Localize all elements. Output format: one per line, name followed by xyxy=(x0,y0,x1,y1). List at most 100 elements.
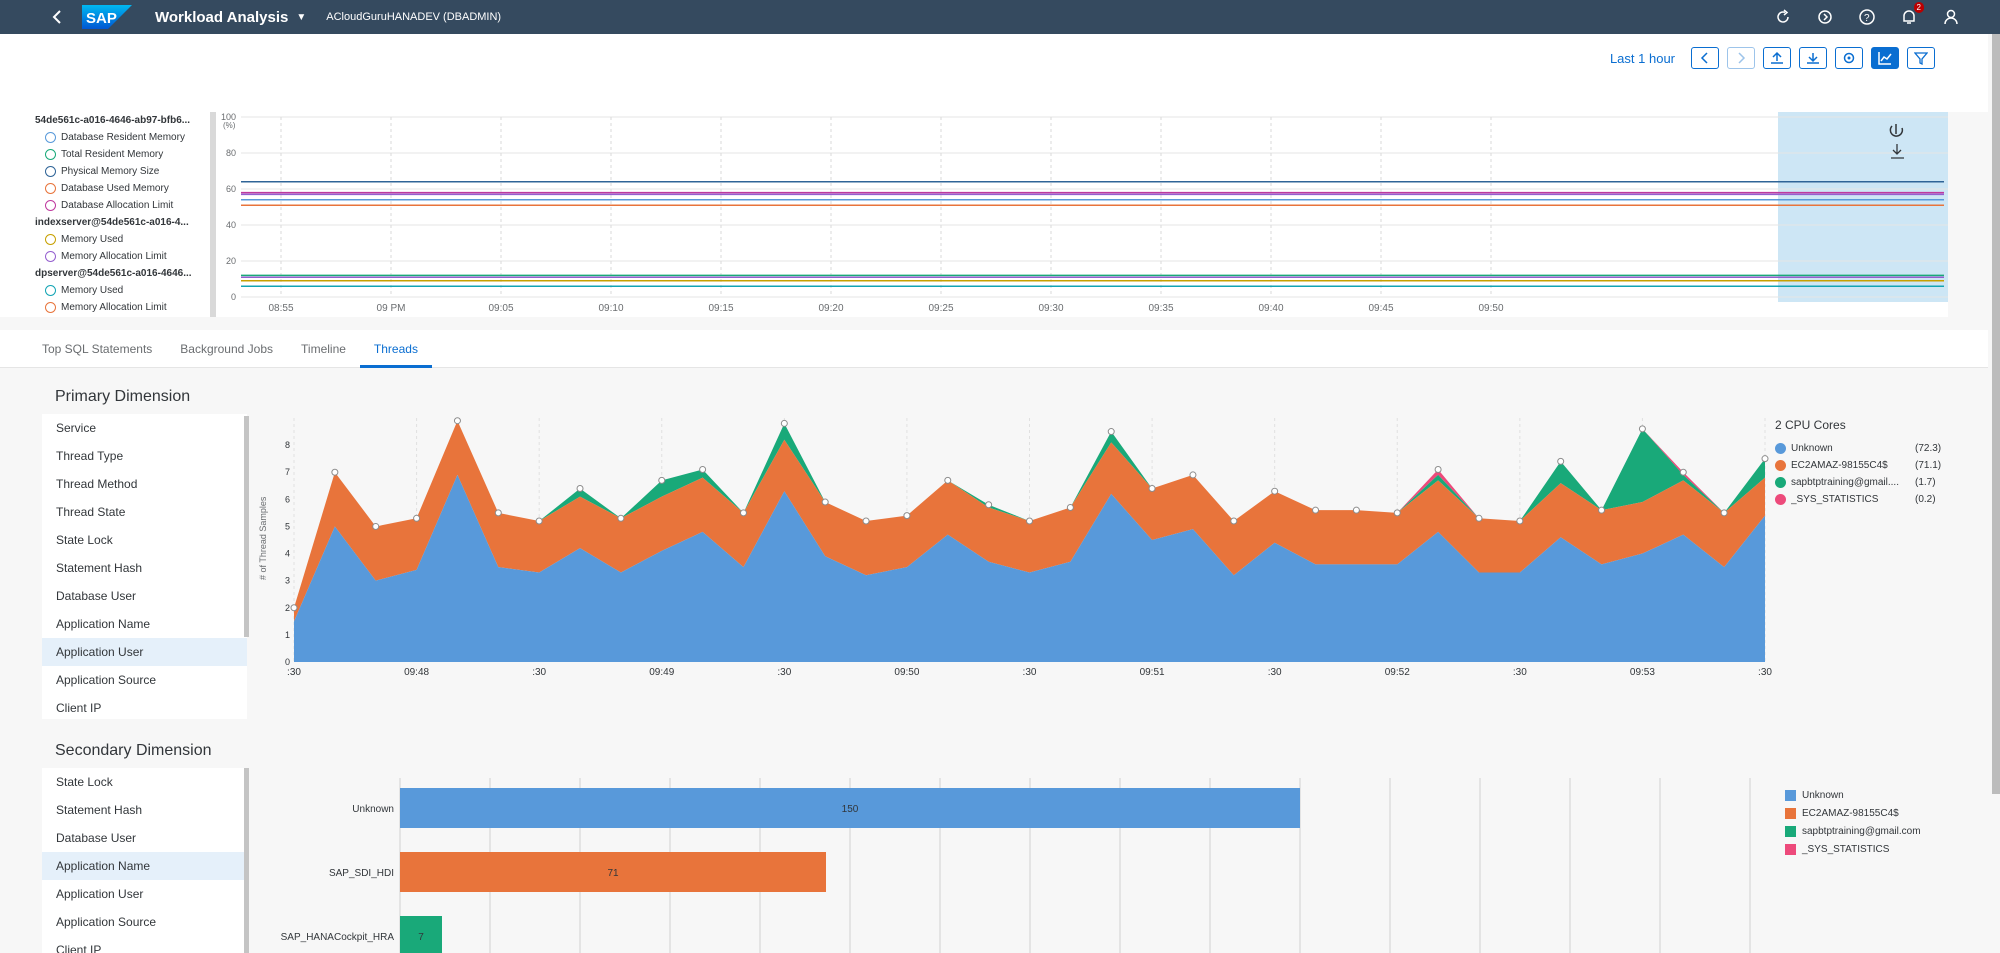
legend-circle-icon xyxy=(45,234,56,245)
legend-group-header: indexserver@54de561c-a016-4... xyxy=(35,217,189,228)
legend-series-name: _SYS_STATISTICS xyxy=(1791,494,1879,505)
page-scrollbar[interactable] xyxy=(1992,34,2000,794)
user-icon[interactable] xyxy=(1942,8,1960,26)
x-tick-label: 09:48 xyxy=(404,667,429,678)
data-point xyxy=(576,484,584,492)
filter-button[interactable] xyxy=(1907,47,1935,69)
download-button[interactable] xyxy=(1799,47,1827,69)
help-icon[interactable]: ? xyxy=(1858,8,1876,26)
dimension-item[interactable]: State Lock xyxy=(56,775,113,789)
legend-item[interactable]: Memory Allocation Limit xyxy=(35,299,207,316)
monitor-legend: 54de561c-a016-4646-ab97-bfb6... Database … xyxy=(35,112,207,317)
settings-button[interactable] xyxy=(1835,47,1863,69)
legend-item-label: Memory Used xyxy=(61,285,124,296)
dimension-item[interactable]: Thread State xyxy=(56,505,126,519)
memory-line-chart: 100 80 60 40 20 0 (%) 08:55 09 PM 09:05 09:10 09:15… xyxy=(221,112,1948,314)
data-point xyxy=(1026,517,1033,525)
dimension-item[interactable]: State Lock xyxy=(56,533,113,547)
bar xyxy=(400,852,826,892)
bar-legend-item[interactable]: EC2AMAZ-98155C4$ xyxy=(1785,804,1921,822)
dimension-item[interactable]: Database User xyxy=(56,589,137,603)
dimension-item[interactable]: Statement Hash xyxy=(56,803,143,817)
refresh-icon[interactable] xyxy=(1774,8,1792,26)
legend-item-label: Physical Memory Size xyxy=(61,166,160,177)
legend-item[interactable]: Database Used Memory xyxy=(35,180,207,197)
legend-item[interactable]: Database Resident Memory xyxy=(35,129,207,146)
cpu-legend-item[interactable]: sapbtptraining@gmail.... (1.7) xyxy=(1775,474,1955,491)
dimension-item[interactable]: Thread Type xyxy=(56,449,124,463)
legend-item[interactable]: Database Allocation Limit xyxy=(35,197,207,214)
dimension-item[interactable]: Client IP xyxy=(56,943,102,953)
chart-view-button[interactable] xyxy=(1871,47,1899,69)
dimension-item[interactable]: Application Source xyxy=(56,673,157,687)
chevron-right-icon xyxy=(1738,52,1746,64)
cpu-legend-item[interactable]: Unknown (72.3) xyxy=(1775,440,1955,457)
tab-timeline[interactable]: Timeline xyxy=(301,342,346,356)
y-tick-label: 100 xyxy=(221,112,236,122)
dimension-item[interactable]: Application Name xyxy=(42,852,247,880)
legend-circle-icon xyxy=(45,183,56,194)
data-point xyxy=(739,509,747,517)
data-point xyxy=(1107,428,1115,436)
legend-scrollbar[interactable] xyxy=(210,112,216,317)
primary-list-scrollbar[interactable] xyxy=(244,416,249,637)
legend-item[interactable]: Physical Memory Size xyxy=(35,163,207,180)
primary-dimension-title: Primary Dimension xyxy=(55,388,191,405)
dimension-item[interactable]: Application User xyxy=(42,638,247,666)
legend-item[interactable]: Memory Used xyxy=(35,282,207,299)
data-point xyxy=(1230,517,1238,525)
tab-background-jobs[interactable]: Background Jobs xyxy=(180,342,274,356)
secondary-dimension-title: Secondary Dimension xyxy=(55,742,212,759)
legend-item[interactable]: Memory Allocation Limit xyxy=(35,248,207,265)
area-series xyxy=(294,420,1765,622)
legend-square-icon xyxy=(1785,807,1796,819)
back-button[interactable] xyxy=(32,0,82,34)
tab-threads[interactable]: Threads xyxy=(359,330,432,368)
history-icon[interactable] xyxy=(1816,8,1834,26)
time-range-link[interactable]: Last 1 hour xyxy=(1609,50,1675,66)
dimension-item[interactable]: Statement Hash xyxy=(56,561,143,575)
legend-item[interactable]: Total Resident Memory xyxy=(35,146,207,163)
x-tick-label: 09 PM xyxy=(377,303,406,314)
sap-logo[interactable]: SAP xyxy=(82,5,132,29)
data-point xyxy=(617,514,625,522)
legend-item[interactable]: Memory Used xyxy=(35,231,207,248)
data-point xyxy=(1066,503,1074,511)
dimension-item[interactable]: Application Source xyxy=(56,915,157,929)
data-point xyxy=(494,509,502,517)
bar-legend-item[interactable]: sapbtptraining@gmail.com xyxy=(1785,822,1921,840)
next-button[interactable] xyxy=(1727,47,1755,69)
dimension-item[interactable]: Service xyxy=(56,421,97,435)
upload-button[interactable] xyxy=(1763,47,1791,69)
cpu-legend-item[interactable]: EC2AMAZ-98155C4$ (71.1) xyxy=(1775,457,1955,474)
cpu-legend: 2 CPU Cores Unknown (72.3) EC2AMAZ-98155C4… xyxy=(1775,418,1955,508)
dimension-item[interactable]: Thread Method xyxy=(56,477,138,491)
dimension-item[interactable]: Client IP xyxy=(56,701,102,715)
legend-dot-icon xyxy=(1775,443,1786,454)
bar-legend-item[interactable]: _SYS_STATISTICS xyxy=(1785,840,1921,858)
cpu-legend-item[interactable]: _SYS_STATISTICS (0.2) xyxy=(1775,491,1955,508)
y-tick-label: 20 xyxy=(226,256,236,266)
legend-series-name: EC2AMAZ-98155C4$ xyxy=(1791,460,1888,471)
bar-legend-item[interactable]: Unknown xyxy=(1785,786,1921,804)
data-point xyxy=(699,466,707,474)
y-tick-label: 3 xyxy=(285,576,290,586)
chart-download-icon xyxy=(1891,144,1904,159)
legend-item-label: Memory Used xyxy=(61,234,124,245)
app-title[interactable]: Workload Analysis xyxy=(155,8,289,26)
secondary-list-scrollbar[interactable] xyxy=(244,768,249,953)
dimension-item[interactable]: Application User xyxy=(56,887,144,901)
data-point xyxy=(821,498,829,506)
notifications-button[interactable]: 2 xyxy=(1900,2,1924,26)
dimension-item[interactable]: Database User xyxy=(56,831,137,845)
dimension-item[interactable]: Application Name xyxy=(56,617,151,631)
line-chart-icon xyxy=(1878,52,1892,65)
x-tick-label: 09:20 xyxy=(818,303,843,314)
x-tick-label: 09:40 xyxy=(1258,303,1283,314)
x-tick-label: 09:15 xyxy=(708,303,733,314)
previous-button[interactable] xyxy=(1691,47,1719,69)
data-point xyxy=(1598,506,1606,514)
download-icon xyxy=(1807,53,1819,64)
app-menu-caret-icon[interactable]: ▼ xyxy=(296,11,307,23)
tab-top-sql-statements[interactable]: Top SQL Statements xyxy=(42,342,153,356)
